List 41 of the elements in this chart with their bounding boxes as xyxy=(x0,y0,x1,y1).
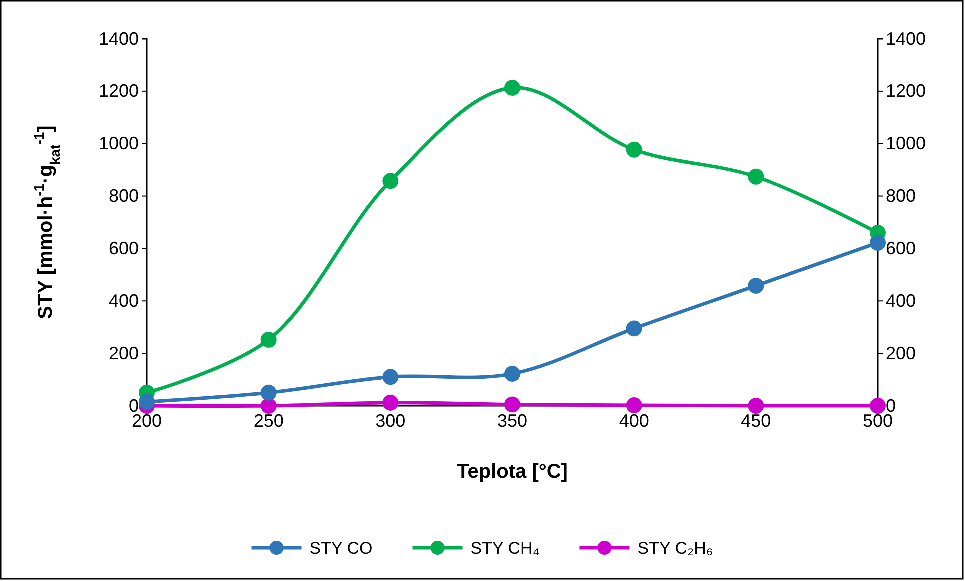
x-axis-title: Teplota [°C] xyxy=(457,461,568,483)
x-tick-label: 400 xyxy=(619,410,650,431)
point xyxy=(504,366,520,382)
point xyxy=(504,80,520,96)
y2-tick-label: 1000 xyxy=(886,134,926,154)
legend-label: STY C₂H₆ xyxy=(638,538,714,558)
point xyxy=(748,168,764,185)
y2-tick-label: 800 xyxy=(886,186,916,206)
point xyxy=(626,142,642,158)
x-tick-label: 350 xyxy=(497,410,528,431)
x-tick-label: 300 xyxy=(376,410,406,431)
y-tick-label: 1400 xyxy=(98,28,139,49)
point xyxy=(260,332,277,348)
point xyxy=(748,278,764,294)
point xyxy=(260,384,277,401)
point xyxy=(382,394,399,411)
legend-label: STY CO xyxy=(310,538,373,558)
point xyxy=(870,398,886,414)
x-tick-label: 450 xyxy=(741,410,772,431)
y2-tick-label: 1400 xyxy=(886,28,926,49)
y2-tick-label: 400 xyxy=(886,290,916,311)
y-tick-label: 600 xyxy=(108,238,139,258)
point xyxy=(504,396,520,413)
x-tick-label: 250 xyxy=(254,410,284,431)
point xyxy=(626,320,642,337)
y-tick-label: 1200 xyxy=(98,81,139,102)
point xyxy=(382,369,399,386)
y2-tick-label: 600 xyxy=(886,238,916,258)
y-tick-label: 800 xyxy=(108,186,139,206)
point xyxy=(870,234,886,251)
y2-tick-label: 1200 xyxy=(886,81,926,102)
point xyxy=(626,398,642,414)
point xyxy=(748,398,764,414)
y-tick-label: 1000 xyxy=(98,134,139,154)
y2-tick-label: 200 xyxy=(886,343,916,364)
point xyxy=(260,398,277,414)
y-tick-label: 200 xyxy=(108,343,139,364)
y-tick-label: 400 xyxy=(108,290,139,311)
point xyxy=(139,394,155,410)
point xyxy=(382,173,399,190)
legend-label: STY CH₄ xyxy=(470,538,540,558)
